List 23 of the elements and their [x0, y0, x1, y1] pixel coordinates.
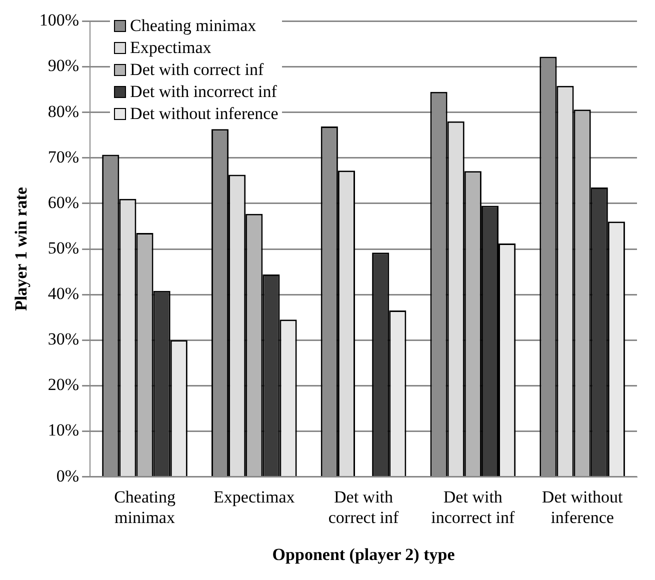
y-tick-label: 70% — [48, 147, 80, 166]
y-tick-label: 20% — [48, 375, 80, 394]
legend-label: Det without inference — [130, 103, 278, 126]
y-tick-label: 60% — [48, 192, 80, 212]
y-tick-label: 30% — [48, 330, 80, 349]
x-tick-label: Det with incorrect inf — [431, 487, 516, 527]
legend-label: Det with correct inf — [130, 59, 264, 82]
x-tick-label: Det with correct inf — [328, 487, 400, 527]
y-tick-label: 10% — [48, 420, 80, 440]
y-tick-label: 40% — [48, 284, 80, 304]
y-tick-label: 90% — [48, 56, 80, 76]
x-tick-label: Expectimax — [214, 487, 296, 506]
legend-label: Det with incorrect inf — [130, 81, 277, 104]
x-axis-title: Opponent (player 2) type — [272, 545, 456, 564]
x-tick-label: Cheating minimax — [114, 487, 176, 527]
legend-label: Expectimax — [130, 37, 212, 60]
y-tick-label: 100% — [39, 10, 80, 30]
y-tick-label: 80% — [48, 102, 80, 121]
y-axis-title: Player 1 win rate — [12, 186, 31, 311]
y-tick-label: 50% — [48, 238, 80, 258]
y-tick-label: 0% — [56, 466, 80, 486]
legend-label: Cheating minimax — [130, 15, 256, 38]
x-tick-label: Det without inference — [542, 487, 623, 527]
